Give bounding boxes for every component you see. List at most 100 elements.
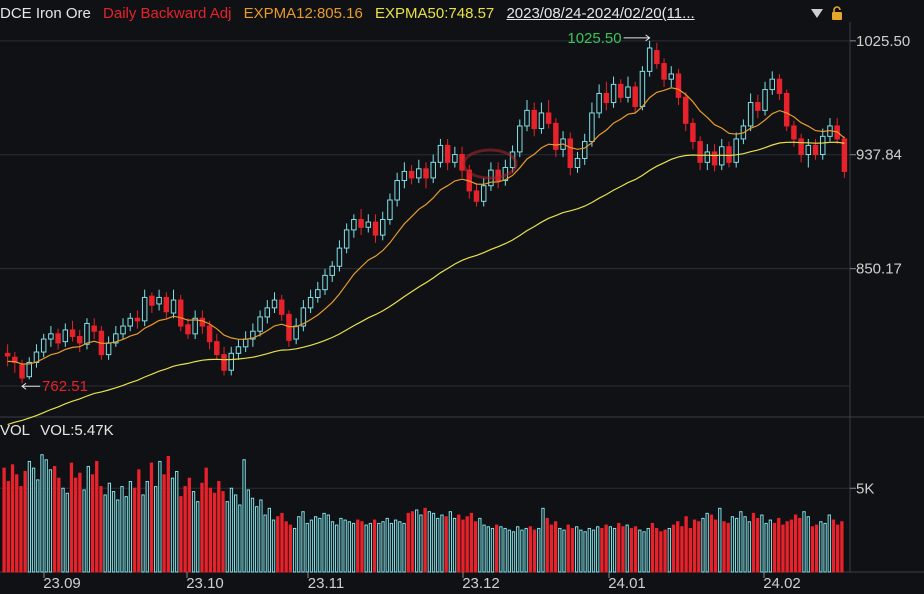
candle-body — [798, 138, 804, 156]
candle-body — [214, 341, 220, 356]
volume-bar — [233, 494, 238, 573]
candle-body — [517, 125, 523, 153]
candle-body — [91, 325, 97, 332]
volume-bar — [617, 522, 621, 573]
volume-bar — [473, 521, 478, 573]
volume-bar — [625, 524, 629, 573]
volume-bar — [187, 477, 192, 573]
volume-bar — [726, 522, 730, 573]
min-arrow — [21, 382, 41, 390]
volume-bar — [465, 516, 469, 573]
candle-body — [682, 96, 689, 124]
volume-bar — [330, 521, 335, 573]
volume-bar — [255, 506, 259, 573]
volume-bar — [292, 527, 297, 573]
candle-body — [791, 125, 797, 140]
candle-body — [574, 157, 581, 169]
candle-body — [300, 307, 307, 327]
candle-body — [545, 112, 552, 124]
volume-bar — [99, 486, 103, 573]
volume-bar — [444, 516, 448, 573]
volume-bar — [671, 524, 676, 573]
volume-bar — [734, 517, 739, 573]
candle-body — [242, 338, 249, 348]
candle-body — [675, 73, 682, 98]
candle-body — [221, 354, 227, 371]
volume-bar — [549, 524, 554, 573]
candle-body — [250, 330, 256, 340]
candle-body — [661, 63, 667, 80]
candle-body — [437, 144, 444, 163]
volume-bar — [713, 519, 718, 573]
candle-body — [329, 265, 335, 276]
volume-bar — [238, 504, 242, 573]
volume-bar — [19, 486, 23, 573]
candle-body — [286, 313, 292, 341]
candle-body — [336, 247, 343, 267]
volume-bar — [452, 517, 457, 573]
volume-bar — [276, 516, 280, 573]
volume-bar — [335, 524, 339, 573]
volume-bar — [739, 511, 743, 573]
candle-body — [113, 333, 119, 344]
candle-body — [531, 109, 537, 130]
volume-bar — [40, 454, 44, 573]
volume-bar — [200, 482, 204, 573]
candle-body — [747, 102, 754, 127]
volume-bar — [229, 487, 234, 573]
volume-label: VOL — [0, 422, 31, 439]
volume-bar — [175, 471, 179, 573]
volume-bar — [95, 460, 99, 573]
candle-body — [589, 112, 595, 143]
volume-bar — [760, 514, 764, 573]
volume-bar — [827, 514, 831, 573]
volume-bar — [600, 527, 604, 573]
candle-body — [358, 219, 364, 228]
volume-bar — [242, 459, 246, 573]
adjust-mode-label[interactable]: Daily Backward Adj — [103, 5, 232, 22]
dropdown-icon[interactable] — [810, 6, 824, 20]
volume-bar — [107, 482, 112, 573]
volume-bar — [15, 474, 19, 573]
volume-bar — [751, 512, 756, 573]
candle-body — [228, 352, 234, 371]
volume-bar — [436, 517, 440, 573]
price-tick-label: 1025.50 — [856, 33, 910, 50]
volume-bar — [419, 514, 423, 573]
volume-bar — [629, 527, 634, 573]
candle-body — [704, 151, 711, 163]
candle-body — [639, 70, 646, 107]
volume-bar — [709, 514, 714, 573]
lock-icon[interactable] — [830, 6, 844, 20]
price-tick-label: 850.17 — [856, 261, 902, 278]
volume-bar — [705, 512, 709, 573]
volume-bar — [638, 529, 642, 573]
volume-bar — [457, 514, 461, 573]
candle-body — [430, 161, 436, 179]
volume-bar — [469, 512, 474, 573]
volume-bar — [680, 526, 684, 573]
volume-bar — [507, 529, 511, 573]
volume-bar — [730, 516, 735, 573]
volume-bar — [288, 524, 293, 573]
volume-tick-label: 5K — [856, 480, 874, 497]
volume-bar — [415, 509, 419, 573]
candle-body — [48, 333, 54, 340]
volume-bar — [785, 521, 789, 573]
candle-body — [69, 329, 76, 337]
candle-body — [387, 199, 393, 221]
date-range-label[interactable]: 2023/08/24-2024/02/20(11... — [506, 5, 695, 22]
volume-bar — [486, 526, 490, 573]
candle-body — [322, 274, 328, 291]
candle-body — [77, 335, 83, 344]
volume-bar — [406, 512, 410, 573]
volume-bar — [120, 486, 124, 573]
volume-bar — [633, 526, 638, 573]
volume-bar — [692, 519, 697, 573]
candle-body — [480, 185, 487, 202]
volume-bar — [743, 516, 747, 573]
candle-body — [55, 333, 61, 344]
candle-body — [524, 109, 530, 127]
time-tick-label: 24.02 — [763, 575, 801, 592]
